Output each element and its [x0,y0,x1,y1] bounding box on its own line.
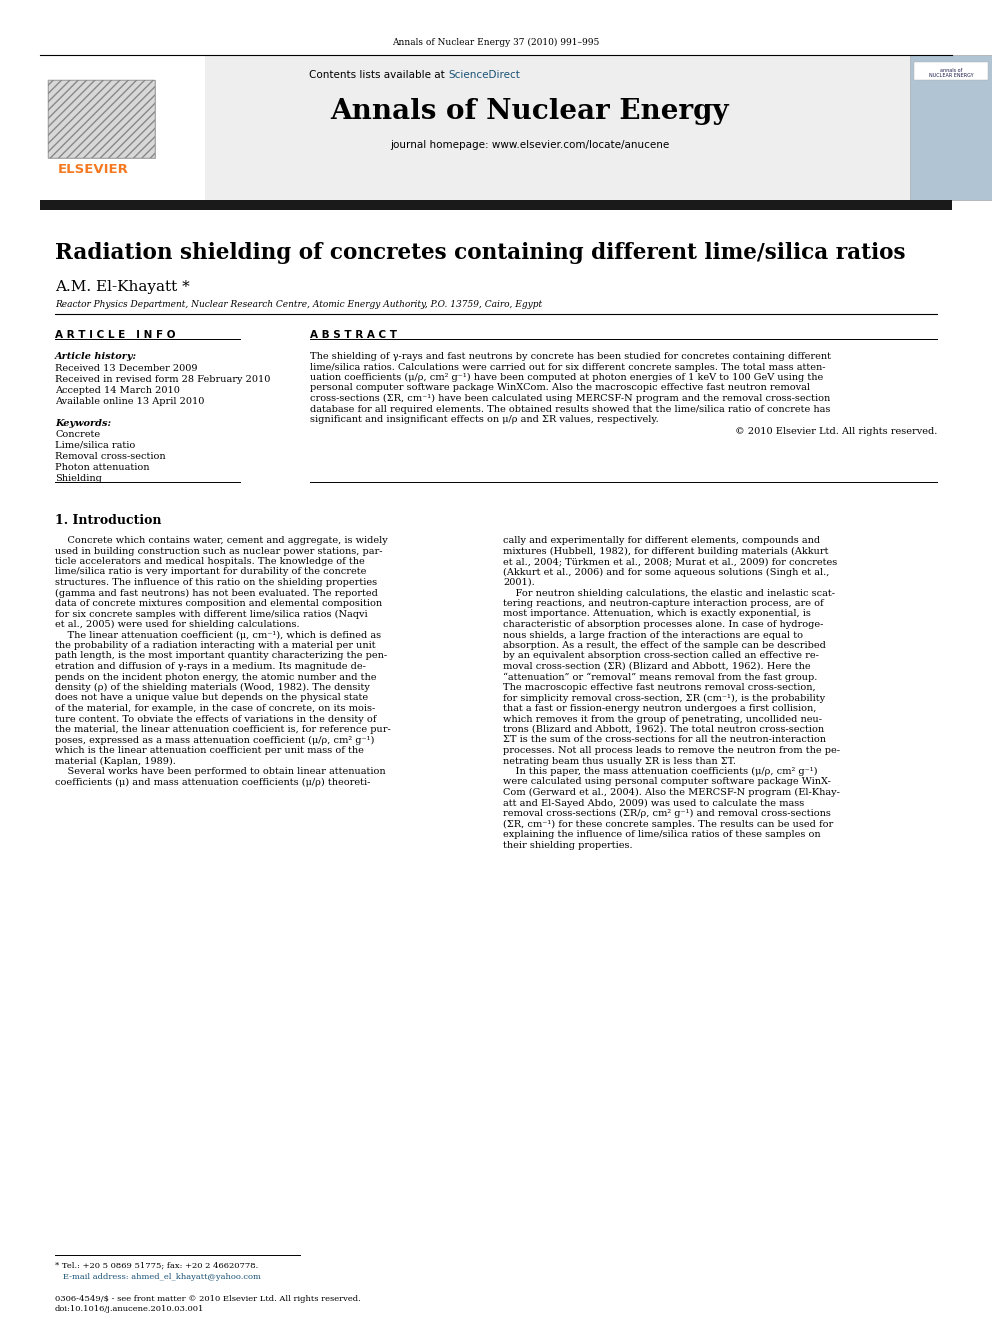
Text: trons (Blizard and Abbott, 1962). The total neutron cross-section: trons (Blizard and Abbott, 1962). The to… [503,725,824,734]
Text: Com (Gerward et al., 2004). Also the MERCSF-N program (El-Khay-: Com (Gerward et al., 2004). Also the MER… [503,789,840,798]
Text: tering reactions, and neutron-capture interaction process, are of: tering reactions, and neutron-capture in… [503,599,823,609]
Text: density (ρ) of the shielding materials (Wood, 1982). The density: density (ρ) of the shielding materials (… [55,683,370,692]
Text: journal homepage: www.elsevier.com/locate/anucene: journal homepage: www.elsevier.com/locat… [391,140,670,149]
Bar [40,56,952,200]
Text: etration and diffusion of γ-rays in a medium. Its magnitude de-: etration and diffusion of γ-rays in a me… [55,662,366,671]
Text: for simplicity removal cross-section, ΣR (cm⁻¹), is the probability: for simplicity removal cross-section, ΣR… [503,693,825,703]
Text: Annals of Nuclear Energy 37 (2010) 991–995: Annals of Nuclear Energy 37 (2010) 991–9… [392,38,600,48]
Text: structures. The influence of this ratio on the shielding properties: structures. The influence of this ratio … [55,578,377,587]
Text: Concrete which contains water, cement and aggregate, is widely: Concrete which contains water, cement an… [55,536,388,545]
Text: the probability of a radiation interacting with a material per unit: the probability of a radiation interacti… [55,642,376,650]
Text: Several works have been performed to obtain linear attenuation: Several works have been performed to obt… [55,767,386,777]
Text: The macroscopic effective fast neutrons removal cross-section,: The macroscopic effective fast neutrons … [503,683,815,692]
Text: Available online 13 April 2010: Available online 13 April 2010 [55,397,204,406]
Bar [40,56,205,200]
Text: were calculated using personal computer software package WinX-: were calculated using personal computer … [503,778,831,786]
Text: removal cross-sections (ΣR/ρ, cm² g⁻¹) and removal cross-sections: removal cross-sections (ΣR/ρ, cm² g⁻¹) a… [503,808,831,818]
Text: * Tel.: +20 5 0869 51775; fax: +20 2 46620778.: * Tel.: +20 5 0869 51775; fax: +20 2 466… [55,1262,258,1270]
Text: (Akkurt et al., 2006) and for some aqueous solutions (Singh et al.,: (Akkurt et al., 2006) and for some aqueo… [503,568,829,577]
Text: which removes it from the group of penetrating, uncollided neu-: which removes it from the group of penet… [503,714,822,724]
Text: uation coefficients (μ/ρ, cm² g⁻¹) have been computed at photon energies of 1 ke: uation coefficients (μ/ρ, cm² g⁻¹) have … [310,373,823,382]
Bar [40,200,952,210]
Text: characteristic of absorption processes alone. In case of hydroge-: characteristic of absorption processes a… [503,620,823,628]
Text: their shielding properties.: their shielding properties. [503,840,633,849]
Text: In this paper, the mass attenuation coefficients (μ/ρ, cm² g⁻¹): In this paper, the mass attenuation coef… [503,767,817,777]
Text: 2001).: 2001). [503,578,535,587]
Text: ture content. To obviate the effects of variations in the density of: ture content. To obviate the effects of … [55,714,376,724]
Text: path length, is the most important quantity characterizing the pen-: path length, is the most important quant… [55,651,387,660]
Text: the material, the linear attenuation coefficient is, for reference pur-: the material, the linear attenuation coe… [55,725,391,734]
Text: NUCLEAR ENERGY: NUCLEAR ENERGY [929,73,973,78]
Text: 1. Introduction: 1. Introduction [55,515,162,527]
Text: Removal cross-section: Removal cross-section [55,452,166,460]
Text: Shielding: Shielding [55,474,102,483]
Bar [48,79,155,157]
Text: by an equivalent absorption cross-section called an effective re-: by an equivalent absorption cross-sectio… [503,651,818,660]
Text: absorption. As a result, the effect of the sample can be described: absorption. As a result, the effect of t… [503,642,826,650]
Text: Keywords:: Keywords: [55,419,111,429]
Text: lime/silica ratios. Calculations were carried out for six different concrete sam: lime/silica ratios. Calculations were ca… [310,363,825,372]
Text: Annals of Nuclear Energy: Annals of Nuclear Energy [330,98,729,124]
Text: Radiation shielding of concretes containing different lime/silica ratios: Radiation shielding of concretes contain… [55,242,906,265]
Text: does not have a unique value but depends on the physical state: does not have a unique value but depends… [55,693,368,703]
Text: that a fast or fission-energy neutron undergoes a first collision,: that a fast or fission-energy neutron un… [503,704,816,713]
Text: of the material, for example, in the case of concrete, on its mois-: of the material, for example, in the cas… [55,704,375,713]
Text: poses, expressed as a mass attenuation coefficient (μ/ρ, cm² g⁻¹): poses, expressed as a mass attenuation c… [55,736,374,745]
Text: att and El-Sayed Abdo, 2009) was used to calculate the mass: att and El-Sayed Abdo, 2009) was used to… [503,799,805,807]
Text: ΣT is the sum of the cross-sections for all the neutron-interaction: ΣT is the sum of the cross-sections for … [503,736,826,745]
Text: Received 13 December 2009: Received 13 December 2009 [55,364,197,373]
Bar [48,79,155,157]
Text: mixtures (Hubbell, 1982), for different building materials (Akkurt: mixtures (Hubbell, 1982), for different … [503,546,828,556]
Text: lime/silica ratio is very important for durability of the concrete: lime/silica ratio is very important for … [55,568,366,577]
Text: Concrete: Concrete [55,430,100,439]
Text: et al., 2005) were used for shielding calculations.: et al., 2005) were used for shielding ca… [55,620,300,630]
Text: Lime/silica ratio: Lime/silica ratio [55,441,135,450]
Text: explaining the influence of lime/silica ratios of these samples on: explaining the influence of lime/silica … [503,830,820,839]
Text: The linear attenuation coefficient (μ, cm⁻¹), which is defined as: The linear attenuation coefficient (μ, c… [55,631,381,639]
Text: material (Kaplan, 1989).: material (Kaplan, 1989). [55,757,176,766]
Text: (ΣR, cm⁻¹) for these concrete samples. The results can be used for: (ΣR, cm⁻¹) for these concrete samples. T… [503,819,833,828]
Text: which is the linear attenuation coefficient per unit mass of the: which is the linear attenuation coeffici… [55,746,364,755]
Text: nous shields, a large fraction of the interactions are equal to: nous shields, a large fraction of the in… [503,631,803,639]
Text: The shielding of γ-rays and fast neutrons by concrete has been studied for concr: The shielding of γ-rays and fast neutron… [310,352,831,361]
Text: Contents lists available at: Contents lists available at [309,70,448,79]
Text: Reactor Physics Department, Nuclear Research Centre, Atomic Energy Authority, P.: Reactor Physics Department, Nuclear Rese… [55,300,542,310]
Text: netrating beam thus usually ΣR is less than ΣT.: netrating beam thus usually ΣR is less t… [503,757,736,766]
Text: annals of: annals of [939,67,962,73]
Text: A.M. El-Khayatt *: A.M. El-Khayatt * [55,280,189,294]
Bar [914,62,988,79]
Text: data of concrete mixtures composition and elemental composition: data of concrete mixtures composition an… [55,599,382,609]
Text: For neutron shielding calculations, the elastic and inelastic scat-: For neutron shielding calculations, the … [503,589,835,598]
Text: et al., 2004; Türkmen et al., 2008; Murat et al., 2009) for concretes: et al., 2004; Türkmen et al., 2008; Mura… [503,557,837,566]
Text: E-mail address: ahmed_el_khayatt@yahoo.com: E-mail address: ahmed_el_khayatt@yahoo.c… [55,1273,261,1281]
Text: cross-sections (ΣR, cm⁻¹) have been calculated using MERCSF-N program and the re: cross-sections (ΣR, cm⁻¹) have been calc… [310,394,830,404]
Text: A R T I C L E   I N F O: A R T I C L E I N F O [55,329,176,340]
Text: A B S T R A C T: A B S T R A C T [310,329,397,340]
Text: (gamma and fast neutrons) has not been evaluated. The reported: (gamma and fast neutrons) has not been e… [55,589,378,598]
Text: ScienceDirect: ScienceDirect [448,70,520,79]
Text: pends on the incident photon energy, the atomic number and the: pends on the incident photon energy, the… [55,672,377,681]
Text: significant and insignificant effects on μ/ρ and ΣR values, respectively.: significant and insignificant effects on… [310,415,659,423]
Text: Accepted 14 March 2010: Accepted 14 March 2010 [55,386,180,396]
Bar [910,56,992,200]
Text: for six concrete samples with different lime/silica ratios (Naqvi: for six concrete samples with different … [55,610,368,619]
Text: database for all required elements. The obtained results showed that the lime/si: database for all required elements. The … [310,405,830,414]
Text: personal computer software package WinXCom. Also the macroscopic effective fast : personal computer software package WinXC… [310,384,810,393]
Text: Photon attenuation: Photon attenuation [55,463,150,472]
Text: © 2010 Elsevier Ltd. All rights reserved.: © 2010 Elsevier Ltd. All rights reserved… [735,427,937,437]
Text: cally and experimentally for different elements, compounds and: cally and experimentally for different e… [503,536,820,545]
Text: “attenuation” or “removal” means removal from the fast group.: “attenuation” or “removal” means removal… [503,672,817,681]
Text: 0306-4549/$ - see front matter © 2010 Elsevier Ltd. All rights reserved.: 0306-4549/$ - see front matter © 2010 El… [55,1295,361,1303]
Text: ticle accelerators and medical hospitals. The knowledge of the: ticle accelerators and medical hospitals… [55,557,365,566]
Text: moval cross-section (ΣR) (Blizard and Abbott, 1962). Here the: moval cross-section (ΣR) (Blizard and Ab… [503,662,810,671]
Text: Article history:: Article history: [55,352,137,361]
Text: processes. Not all process leads to remove the neutron from the pe-: processes. Not all process leads to remo… [503,746,840,755]
Text: ELSEVIER: ELSEVIER [58,163,128,176]
Text: doi:10.1016/j.anucene.2010.03.001: doi:10.1016/j.anucene.2010.03.001 [55,1304,204,1312]
Text: used in building construction such as nuclear power stations, par-: used in building construction such as nu… [55,546,383,556]
Text: Received in revised form 28 February 2010: Received in revised form 28 February 201… [55,374,271,384]
Text: coefficients (μ) and mass attenuation coefficients (μ/ρ) theoreti-: coefficients (μ) and mass attenuation co… [55,778,370,787]
Text: most importance. Attenuation, which is exactly exponential, is: most importance. Attenuation, which is e… [503,610,810,618]
